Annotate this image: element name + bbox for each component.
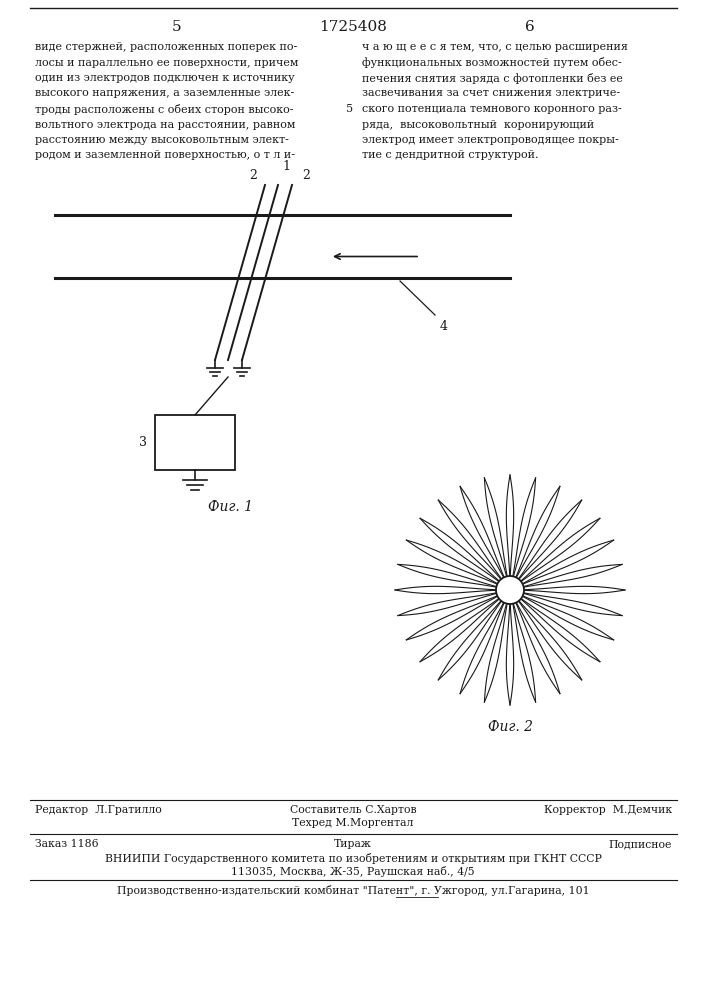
Polygon shape xyxy=(510,590,622,616)
Text: Тираж: Тираж xyxy=(334,839,372,849)
Polygon shape xyxy=(460,486,510,590)
Text: 2: 2 xyxy=(302,169,310,182)
Text: Заказ 1186: Заказ 1186 xyxy=(35,839,98,849)
Polygon shape xyxy=(420,518,510,590)
Text: Составитель С.Хартов: Составитель С.Хартов xyxy=(290,805,416,815)
Text: засвечивания за счет снижения электриче-: засвечивания за счет снижения электриче- xyxy=(362,89,620,99)
Text: ряда,  высоковольтный  коронирующий: ряда, высоковольтный коронирующий xyxy=(362,119,595,129)
Text: 3: 3 xyxy=(139,436,147,449)
Polygon shape xyxy=(510,590,614,640)
Polygon shape xyxy=(510,590,582,680)
Text: 1725408: 1725408 xyxy=(319,20,387,34)
Polygon shape xyxy=(398,590,510,616)
Text: 2: 2 xyxy=(249,169,257,182)
Polygon shape xyxy=(407,540,510,590)
Text: Корректор  М.Демчик: Корректор М.Демчик xyxy=(544,805,672,815)
Text: 5: 5 xyxy=(346,104,354,114)
Text: виде стержней, расположенных поперек по-: виде стержней, расположенных поперек по- xyxy=(35,42,297,52)
Circle shape xyxy=(496,576,524,604)
Polygon shape xyxy=(506,590,514,705)
Text: Производственно-издательский комбинат "Патент", г. Ужгород, ул.Гагарина, 101: Производственно-издательский комбинат "П… xyxy=(117,885,590,896)
Text: троды расположены с обеих сторон высоко-: троды расположены с обеих сторон высоко- xyxy=(35,104,293,115)
Text: вольтного электрода на расстоянии, равном: вольтного электрода на расстоянии, равно… xyxy=(35,119,296,129)
Polygon shape xyxy=(510,478,536,590)
Polygon shape xyxy=(510,586,625,594)
Polygon shape xyxy=(420,590,510,662)
Text: 6: 6 xyxy=(525,20,535,34)
Text: Подписное: Подписное xyxy=(609,839,672,849)
Polygon shape xyxy=(398,564,510,590)
Text: расстоянию между высоковольтным элект-: расстоянию между высоковольтным элект- xyxy=(35,135,289,145)
Polygon shape xyxy=(510,590,536,702)
Polygon shape xyxy=(438,500,510,590)
Polygon shape xyxy=(510,540,614,590)
Polygon shape xyxy=(460,590,510,694)
Polygon shape xyxy=(510,500,582,590)
Text: Техред М.Моргентал: Техред М.Моргентал xyxy=(292,818,414,828)
Text: функциональных возможностей путем обес-: функциональных возможностей путем обес- xyxy=(362,57,621,68)
Text: Фиг. 2: Фиг. 2 xyxy=(488,720,532,734)
Text: 113035, Москва, Ж-35, Раушская наб., 4/5: 113035, Москва, Ж-35, Раушская наб., 4/5 xyxy=(231,866,475,877)
Text: 4: 4 xyxy=(440,320,448,333)
Polygon shape xyxy=(510,590,560,694)
Text: электрод имеет электропроводящее покры-: электрод имеет электропроводящее покры- xyxy=(362,135,619,145)
Text: Фиг. 1: Фиг. 1 xyxy=(207,500,252,514)
Polygon shape xyxy=(395,586,510,594)
Text: тие с дендритной структурой.: тие с дендритной структурой. xyxy=(362,150,539,160)
Polygon shape xyxy=(506,475,514,590)
Polygon shape xyxy=(484,478,510,590)
Polygon shape xyxy=(510,486,560,590)
Polygon shape xyxy=(510,518,600,590)
Polygon shape xyxy=(407,590,510,640)
Polygon shape xyxy=(438,590,510,680)
Text: 1: 1 xyxy=(282,160,290,173)
Polygon shape xyxy=(510,590,600,662)
Text: лосы и параллельно ее поверхности, причем: лосы и параллельно ее поверхности, приче… xyxy=(35,57,298,68)
Polygon shape xyxy=(510,564,622,590)
Text: родом и заземленной поверхностью, о т л и-: родом и заземленной поверхностью, о т л … xyxy=(35,150,295,160)
Text: ч а ю щ е е с я тем, что, с целью расширения: ч а ю щ е е с я тем, что, с целью расшир… xyxy=(362,42,628,52)
Text: ского потенциала темнового коронного раз-: ского потенциала темнового коронного раз… xyxy=(362,104,621,114)
Text: высокого напряжения, а заземленные элек-: высокого напряжения, а заземленные элек- xyxy=(35,89,294,99)
Text: ВНИИПИ Государственного комитета по изобретениям и открытиям при ГКНТ СССР: ВНИИПИ Государственного комитета по изоб… xyxy=(105,853,602,864)
Text: один из электродов подключен к источнику: один из электродов подключен к источнику xyxy=(35,73,295,83)
Bar xyxy=(155,415,235,470)
Text: 5: 5 xyxy=(173,20,182,34)
Polygon shape xyxy=(484,590,510,702)
Text: печения снятия заряда с фотопленки без ее: печения снятия заряда с фотопленки без е… xyxy=(362,73,623,84)
Text: Редактор  Л.Гратилло: Редактор Л.Гратилло xyxy=(35,805,162,815)
